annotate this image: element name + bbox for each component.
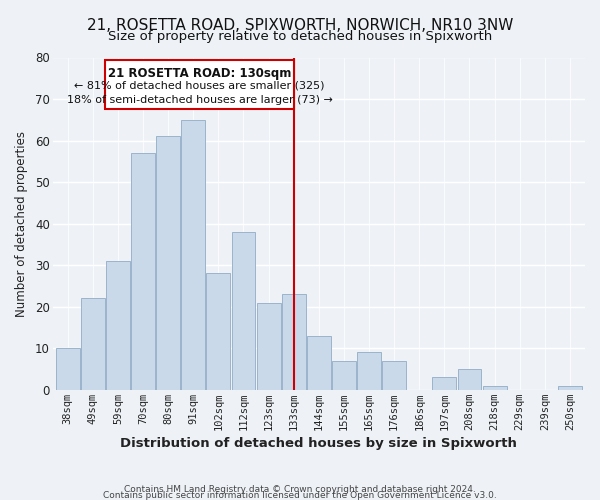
Bar bbox=[332, 360, 356, 390]
Text: 21 ROSETTA ROAD: 130sqm: 21 ROSETTA ROAD: 130sqm bbox=[108, 67, 291, 80]
Bar bbox=[382, 360, 406, 390]
Bar bbox=[282, 294, 305, 390]
Text: Contains public sector information licensed under the Open Government Licence v3: Contains public sector information licen… bbox=[103, 491, 497, 500]
Bar bbox=[181, 120, 205, 390]
Text: 21, ROSETTA ROAD, SPIXWORTH, NORWICH, NR10 3NW: 21, ROSETTA ROAD, SPIXWORTH, NORWICH, NR… bbox=[87, 18, 513, 32]
Bar bbox=[558, 386, 582, 390]
Text: ← 81% of detached houses are smaller (325): ← 81% of detached houses are smaller (32… bbox=[74, 80, 325, 90]
Bar bbox=[106, 261, 130, 390]
Bar bbox=[81, 298, 105, 390]
Bar bbox=[257, 302, 281, 390]
Bar bbox=[482, 386, 506, 390]
Bar bbox=[156, 136, 180, 390]
Bar bbox=[357, 352, 381, 390]
FancyBboxPatch shape bbox=[106, 60, 293, 110]
Text: Contains HM Land Registry data © Crown copyright and database right 2024.: Contains HM Land Registry data © Crown c… bbox=[124, 485, 476, 494]
Bar bbox=[307, 336, 331, 390]
Bar bbox=[131, 153, 155, 390]
X-axis label: Distribution of detached houses by size in Spixworth: Distribution of detached houses by size … bbox=[121, 437, 517, 450]
Text: Size of property relative to detached houses in Spixworth: Size of property relative to detached ho… bbox=[108, 30, 492, 43]
Bar bbox=[458, 369, 481, 390]
Bar bbox=[232, 232, 256, 390]
Bar bbox=[56, 348, 80, 390]
Y-axis label: Number of detached properties: Number of detached properties bbox=[15, 130, 28, 316]
Text: 18% of semi-detached houses are larger (73) →: 18% of semi-detached houses are larger (… bbox=[67, 95, 332, 105]
Bar bbox=[206, 274, 230, 390]
Bar bbox=[433, 378, 456, 390]
